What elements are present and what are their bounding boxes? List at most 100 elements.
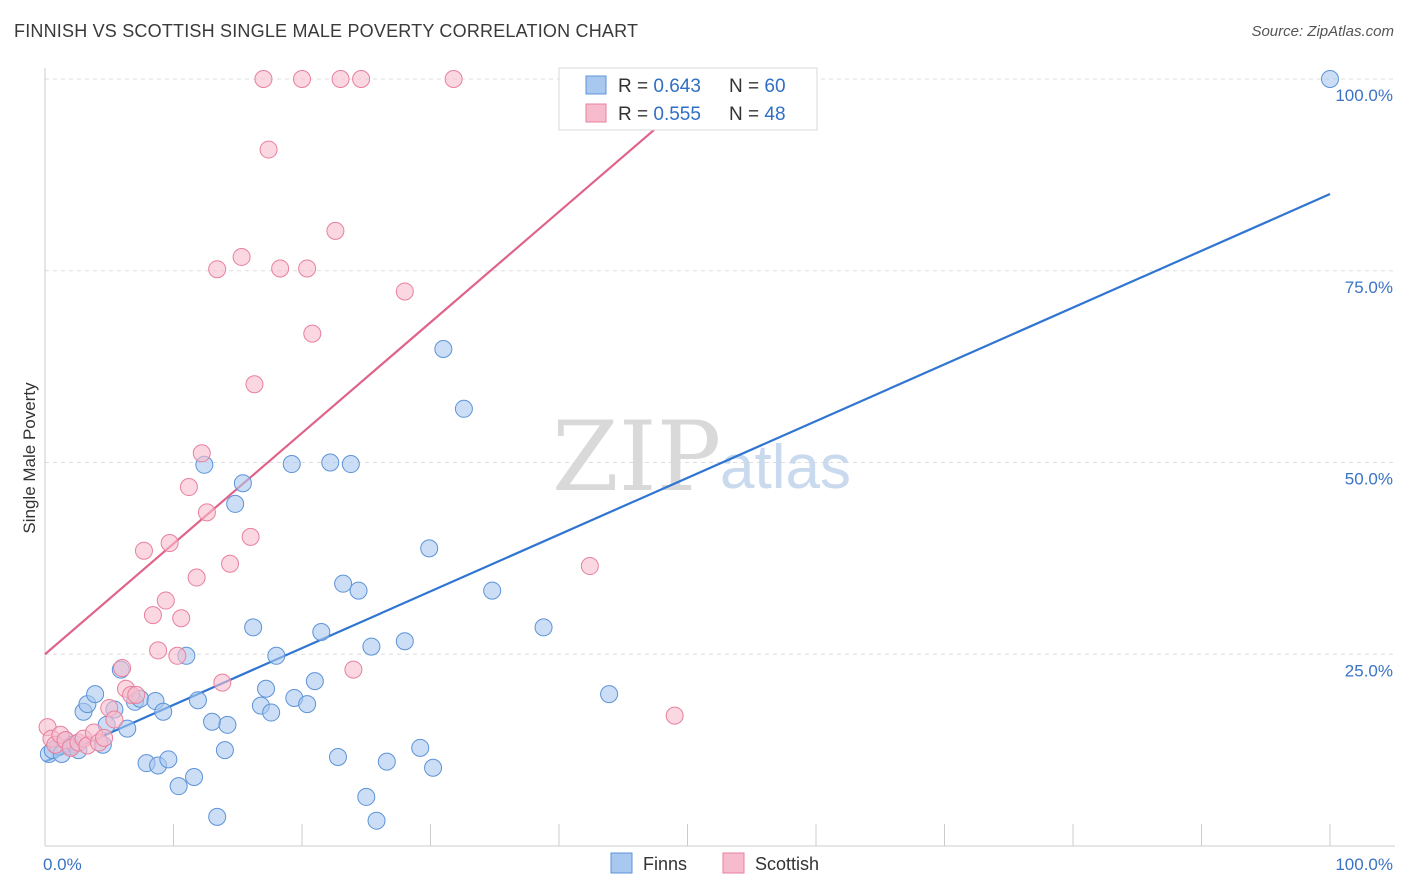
- axes: [44, 68, 1395, 847]
- legend-n-value-finns: 60: [764, 76, 785, 97]
- point-finns-54: [411, 738, 430, 757]
- watermark-zip: ZIP: [552, 401, 721, 513]
- point-scottish-38: [293, 70, 311, 88]
- chart-title: FINNISH VS SCOTTISH SINGLE MALE POVERTY …: [14, 21, 639, 41]
- trend-line-scottish: [44, 78, 714, 656]
- point-finns-50: [362, 637, 381, 656]
- point-finns-52: [377, 752, 396, 771]
- point-scottish-17: [127, 685, 146, 704]
- y-tick-label-3: 100.0%: [1335, 86, 1393, 105]
- point-finns-37: [262, 703, 281, 722]
- point-scottish-29: [208, 260, 227, 279]
- svg-text:N = 60: N = 60: [729, 76, 786, 97]
- point-finns-15: [118, 719, 137, 738]
- point-scottish-27: [192, 444, 211, 463]
- point-finns-61: [600, 685, 619, 704]
- legend-r-label-finns: R =: [618, 76, 653, 97]
- legend-r-value-scottish: 0.555: [653, 104, 701, 125]
- legend-n-label-finns: N =: [729, 76, 764, 97]
- point-scottish-31: [221, 554, 240, 573]
- point-finns-32: [226, 494, 245, 513]
- point-finns-10: [86, 685, 105, 704]
- y-tick-label-2: 75.0%: [1345, 278, 1393, 297]
- point-finns-59: [483, 581, 502, 600]
- series-legend: Finns Scottish: [610, 852, 819, 874]
- point-scottish-25: [179, 478, 198, 497]
- point-finns-28: [203, 712, 222, 731]
- point-scottish-39: [298, 259, 317, 278]
- point-scottish-24: [172, 609, 191, 628]
- point-scottish-41: [326, 221, 345, 240]
- point-scottish-28: [197, 503, 216, 522]
- point-finns-53: [395, 632, 414, 651]
- legend-n-label-scottish: N =: [729, 104, 764, 125]
- point-finns-49: [357, 787, 376, 806]
- point-finns-43: [312, 623, 331, 642]
- point-finns-30: [215, 741, 234, 760]
- point-scottish-33: [241, 527, 260, 546]
- point-finns-38: [267, 646, 286, 665]
- legend-row-finns: R = 0.643: [618, 76, 701, 97]
- y-tick-label-0: 25.0%: [1345, 661, 1393, 680]
- point-finns-44: [321, 453, 340, 472]
- point-scottish-40: [303, 324, 322, 343]
- point-finns-22: [159, 750, 178, 769]
- point-finns-58: [454, 399, 473, 418]
- point-scottish-13: [105, 710, 124, 729]
- series-legend-label-finns: Finns: [643, 854, 687, 874]
- point-finns-31: [218, 715, 237, 734]
- point-scottish-30: [213, 673, 232, 692]
- point-scottish-42: [331, 70, 350, 88]
- point-finns-39: [282, 455, 301, 474]
- point-scottish-20: [149, 641, 168, 660]
- legend-r-value-finns: 0.643: [653, 76, 701, 97]
- point-scottish-21: [156, 591, 175, 610]
- point-scottish-26: [187, 568, 206, 587]
- point-scottish-11: [95, 728, 114, 747]
- point-scottish-14: [113, 659, 132, 678]
- point-finns-45: [328, 748, 347, 767]
- stats-legend: R = 0.643 N = 60 R = 0.555 N = 48: [558, 67, 818, 131]
- legend-n-value-scottish: 48: [764, 104, 785, 125]
- data-points: [38, 70, 1339, 830]
- point-finns-47: [341, 455, 360, 474]
- legend-r-label-scottish: R =: [618, 104, 653, 125]
- source-credit: Source: ZipAtlas.com: [1251, 23, 1394, 40]
- legend-swatch-scottish: [585, 103, 607, 123]
- x-tick-label-1: 100.0%: [1335, 855, 1393, 874]
- y-tick-label-1: 50.0%: [1345, 470, 1393, 489]
- point-scottish-35: [254, 70, 273, 88]
- svg-text:N = 48: N = 48: [729, 104, 786, 125]
- point-scottish-32: [232, 247, 251, 266]
- point-scottish-45: [395, 282, 414, 301]
- x-tick-label-0: 0.0%: [43, 855, 82, 874]
- trend-line-finns: [44, 193, 1331, 763]
- point-scottish-34: [245, 375, 264, 394]
- point-finns-46: [334, 574, 353, 593]
- point-finns-57: [434, 339, 453, 358]
- point-scottish-19: [143, 606, 162, 625]
- point-scottish-23: [168, 646, 187, 665]
- point-finns-21: [154, 702, 173, 721]
- series-legend-label-scottish: Scottish: [755, 854, 819, 874]
- point-scottish-37: [271, 259, 290, 278]
- trend-lines: [44, 78, 1331, 763]
- point-scottish-36: [259, 140, 278, 159]
- gridlines: [45, 78, 1395, 655]
- point-finns-60: [534, 618, 553, 637]
- point-finns-48: [349, 581, 368, 600]
- point-scottish-18: [134, 541, 153, 560]
- point-scottish-44: [352, 70, 371, 88]
- legend-swatch-finns: [585, 75, 607, 95]
- point-finns-62: [1321, 70, 1339, 88]
- point-finns-29: [208, 807, 227, 826]
- point-finns-25: [185, 767, 204, 786]
- point-finns-26: [188, 691, 207, 710]
- series-legend-swatch-scottish: [722, 852, 745, 874]
- point-finns-56: [424, 758, 443, 777]
- point-finns-23: [169, 777, 188, 796]
- point-finns-34: [244, 618, 263, 637]
- point-scottish-22: [160, 534, 179, 553]
- point-scottish-43: [344, 660, 363, 679]
